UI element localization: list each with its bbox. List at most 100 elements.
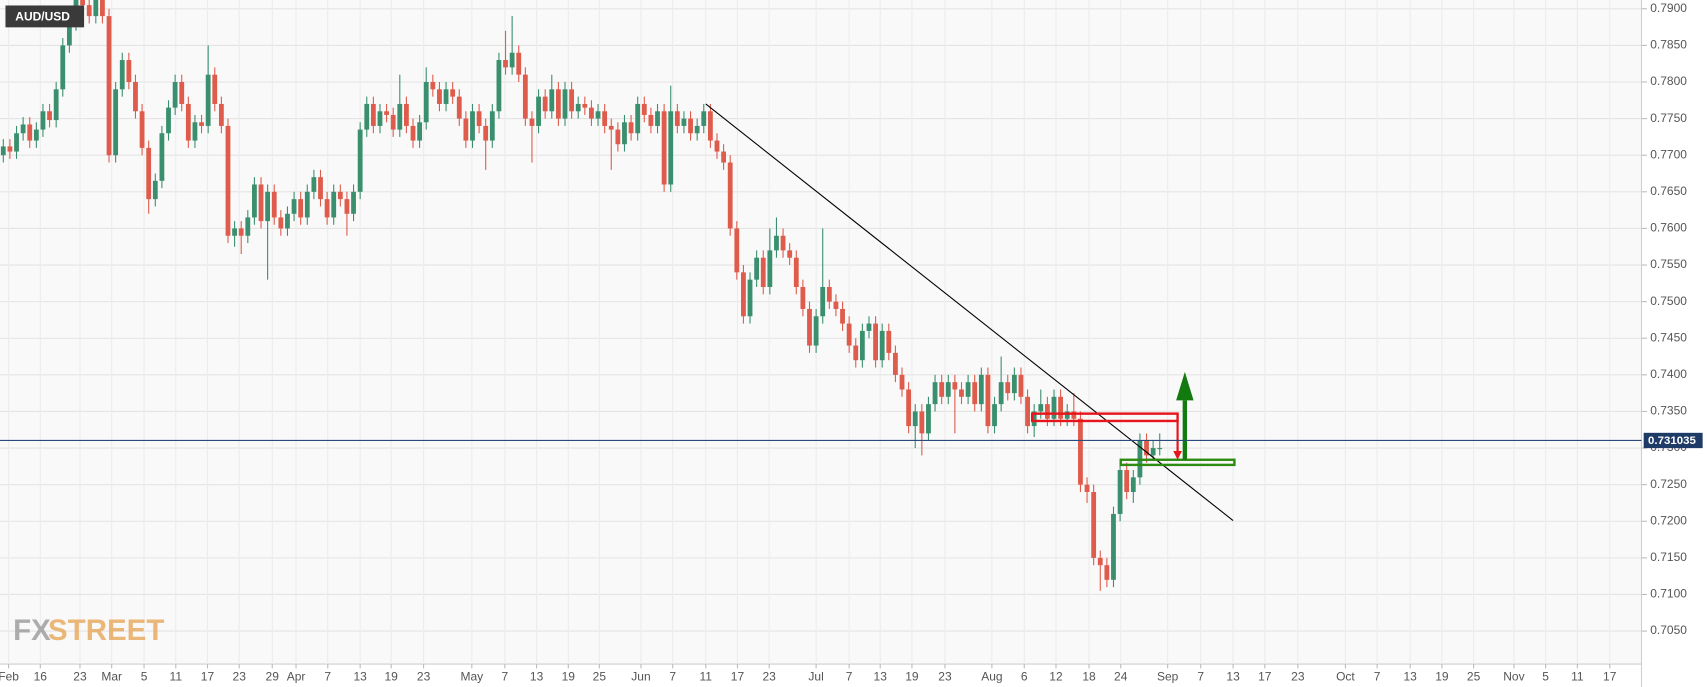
candle-body <box>555 89 561 119</box>
x-tick-label: 19 <box>905 669 919 683</box>
candle-body <box>893 352 898 375</box>
x-tick-label: 7 <box>846 669 853 683</box>
candle-body <box>60 45 66 90</box>
candle-body <box>331 191 337 218</box>
candle-body <box>40 111 46 130</box>
y-tick-label: 0.7450 <box>1650 330 1687 344</box>
candle-body <box>304 191 310 218</box>
candle-body <box>238 228 244 236</box>
x-tick-label: 13 <box>874 669 888 683</box>
x-tick-label: Aug <box>981 669 1002 683</box>
candle-body <box>344 199 350 214</box>
x-tick-label: 17 <box>1258 669 1272 683</box>
candle-body <box>1005 382 1011 394</box>
y-tick-label: 0.7850 <box>1650 38 1687 52</box>
candle-body <box>575 103 581 112</box>
candle-body <box>212 74 218 104</box>
candle-body <box>324 199 330 218</box>
candle-body <box>476 111 482 126</box>
candle-body <box>707 111 713 141</box>
candle-body <box>866 323 872 331</box>
candle-body <box>641 103 647 115</box>
symbol-label: AUD/USD <box>15 10 70 24</box>
candle-body <box>93 0 99 17</box>
candle-body <box>1117 470 1123 514</box>
x-tick-label: 5 <box>141 669 148 683</box>
candle-body <box>1084 484 1090 492</box>
candle-body <box>133 81 138 112</box>
candle-body <box>595 111 601 119</box>
candle-body <box>86 5 92 17</box>
annotations <box>0 103 1642 521</box>
candle-body <box>926 404 931 434</box>
candle-body <box>53 89 59 121</box>
candle-body <box>397 103 403 130</box>
candle-body <box>800 286 806 309</box>
candle-body <box>985 374 991 427</box>
x-tick-label: 7 <box>1197 669 1204 683</box>
candle-body <box>205 74 211 126</box>
candle-body <box>919 411 925 434</box>
candle-body <box>423 81 429 123</box>
candle-body <box>1038 404 1044 412</box>
candle-body <box>760 257 766 287</box>
x-tick-label: 13 <box>1226 669 1240 683</box>
x-tick-label: 23 <box>233 669 247 683</box>
candle-body <box>252 184 257 218</box>
candle-body <box>1078 418 1083 485</box>
candle-body <box>258 184 264 222</box>
candle-body <box>146 147 152 200</box>
candle-body <box>754 257 760 280</box>
candle-body <box>952 382 958 390</box>
candle-body <box>562 89 568 119</box>
x-tick-label: 11 <box>700 669 713 683</box>
candle-body <box>741 272 746 317</box>
candle-body <box>965 382 971 397</box>
y-tick-label: 0.7800 <box>1650 74 1687 88</box>
candle-body <box>701 111 707 126</box>
candle-body <box>417 122 423 141</box>
candle-body <box>1097 557 1103 566</box>
candle-body <box>370 103 376 126</box>
candle-body <box>522 74 528 119</box>
candle-body <box>496 60 502 112</box>
watermark-fx: FX <box>13 614 51 647</box>
candle-body <box>456 96 462 119</box>
candle-body <box>569 89 575 112</box>
x-tick-label: 23 <box>938 669 952 683</box>
candle-body <box>285 213 290 229</box>
candle-body <box>357 129 363 192</box>
candle-body <box>80 0 86 6</box>
candle-body <box>536 96 541 126</box>
candle-body <box>192 122 198 141</box>
candle-body <box>628 122 634 134</box>
x-tick-label: Oct <box>1336 669 1355 683</box>
candle-body <box>826 286 832 302</box>
candle-body <box>119 60 125 90</box>
arrow-head <box>1173 451 1182 460</box>
candle-body <box>20 124 26 134</box>
candle-body <box>1031 411 1037 427</box>
candle-body <box>1064 411 1070 419</box>
x-tick-label: 17 <box>731 669 745 683</box>
candle-body <box>992 404 997 427</box>
trendline <box>705 103 1234 521</box>
candle-body <box>159 133 165 181</box>
x-tick-label: 17 <box>1603 669 1617 683</box>
candle-body <box>879 330 885 361</box>
grid <box>0 0 1642 665</box>
candle-body <box>602 111 608 126</box>
candle-body <box>589 107 594 119</box>
current-price-label: 0.731035 <box>1648 435 1696 447</box>
x-tick-label: 23 <box>1291 669 1305 683</box>
candle-body <box>185 103 191 141</box>
candle-body <box>972 382 978 405</box>
candle-body <box>859 330 865 361</box>
x-tick-label: May <box>460 669 483 683</box>
candle-body <box>503 60 508 68</box>
candle-body <box>14 133 19 152</box>
candle-body <box>100 0 105 17</box>
candle-body <box>1157 448 1163 450</box>
candle-body <box>978 374 984 405</box>
candle-body <box>635 103 641 134</box>
